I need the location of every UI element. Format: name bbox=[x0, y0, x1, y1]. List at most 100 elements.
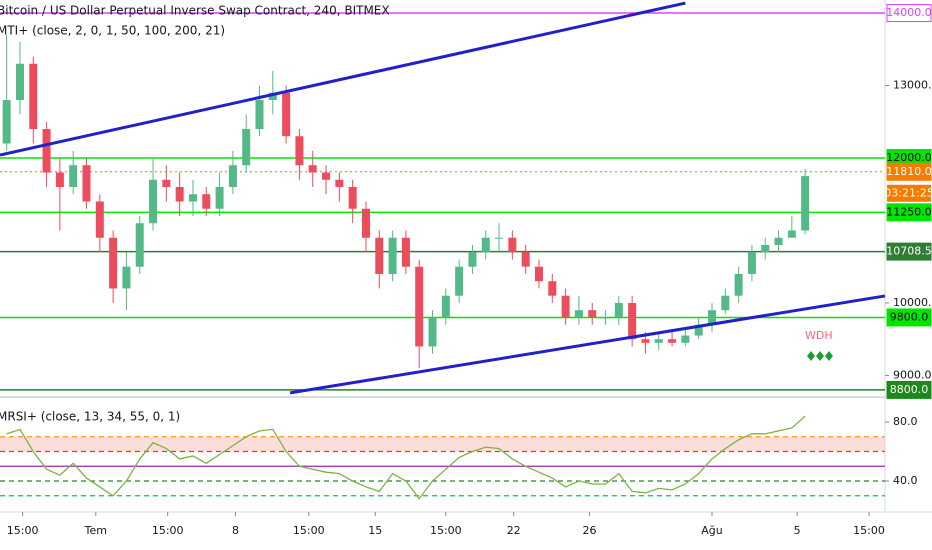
candle-body bbox=[654, 339, 663, 343]
candle-body bbox=[401, 237, 410, 267]
candle-body bbox=[135, 223, 144, 267]
candle-body bbox=[468, 252, 477, 267]
candle-body bbox=[149, 179, 158, 224]
price-tag bbox=[886, 242, 932, 261]
candle-body bbox=[69, 165, 78, 187]
x-tick-label: 26 bbox=[583, 524, 597, 537]
price-tag bbox=[886, 4, 932, 23]
chart-title: Bitcoin / US Dollar Perpetual Inverse Sw… bbox=[0, 4, 390, 18]
price-tag-label: 11810.0 bbox=[886, 165, 932, 178]
candle-body bbox=[268, 92, 277, 101]
candle-body bbox=[388, 237, 397, 274]
candle-body bbox=[415, 266, 424, 347]
candle-body bbox=[694, 324, 703, 336]
candle-body bbox=[122, 266, 131, 289]
candle-body bbox=[109, 237, 118, 289]
trendline bbox=[289, 294, 886, 395]
x-tick-label: 8 bbox=[232, 524, 239, 537]
countdown-tag bbox=[887, 184, 931, 202]
x-tick-label: 22 bbox=[507, 524, 521, 537]
candle-body bbox=[801, 176, 810, 231]
candle-body bbox=[2, 100, 11, 144]
x-tick-label: 15 bbox=[368, 524, 382, 537]
indicator-label: MTI+ (close, 2, 0, 1, 50, 100, 200, 21) bbox=[0, 24, 225, 38]
candle-body bbox=[628, 302, 637, 340]
oscillator-line bbox=[6, 415, 806, 500]
candle-body bbox=[175, 186, 184, 202]
candle-body bbox=[721, 295, 730, 311]
countdown: 03:21:25 bbox=[884, 186, 932, 199]
candle-body bbox=[82, 165, 91, 202]
candle-body bbox=[734, 273, 743, 296]
price-tag-label: 14000.0 bbox=[886, 6, 932, 19]
candle-body bbox=[548, 281, 557, 296]
candle-body bbox=[495, 237, 504, 239]
candle-body bbox=[215, 186, 224, 209]
candle-body bbox=[202, 194, 211, 209]
band bbox=[0, 436, 885, 452]
candle-body bbox=[255, 100, 264, 130]
signal-diamonds bbox=[807, 351, 833, 361]
candle-body bbox=[481, 237, 490, 253]
candle-body bbox=[295, 136, 304, 166]
candle-body bbox=[561, 295, 570, 318]
x-tick-label: Tem bbox=[84, 524, 107, 537]
plot-area bbox=[0, 1, 886, 500]
x-tick-label: 15:00 bbox=[853, 524, 885, 537]
x-tick-label: 15:00 bbox=[293, 524, 325, 537]
x-tick-label: 15:00 bbox=[430, 524, 462, 537]
candle-body bbox=[614, 302, 623, 318]
candle-body bbox=[455, 266, 464, 296]
y-tick-label: 13000.0 bbox=[893, 79, 932, 92]
candle-body bbox=[588, 310, 597, 318]
price-tag-label: 10708.5 bbox=[886, 245, 932, 258]
x-tick-label: Ağu bbox=[701, 524, 722, 537]
candle-body bbox=[308, 165, 317, 173]
candle-body bbox=[162, 179, 171, 187]
price-tag-label: 8800.0 bbox=[890, 383, 929, 396]
y-tick-label: 10000.0 bbox=[893, 296, 932, 309]
oscillator-label: MRSI+ (close, 13, 34, 55, 0, 1) bbox=[0, 410, 180, 424]
candle-body bbox=[774, 237, 783, 245]
price-tag-label: 12000.0 bbox=[886, 151, 932, 164]
price-tag bbox=[886, 162, 932, 181]
candle-body bbox=[242, 129, 251, 166]
candle-body bbox=[574, 310, 583, 318]
y-tick-label: 80.0 bbox=[893, 415, 918, 428]
candle-body bbox=[681, 335, 690, 343]
candle-body bbox=[42, 129, 51, 173]
price-tag bbox=[886, 380, 932, 399]
x-tick-label: 5 bbox=[794, 524, 801, 537]
y-tick-label: 40.0 bbox=[893, 474, 918, 487]
y-tick-label: 9000.0 bbox=[893, 368, 932, 381]
candle-body bbox=[375, 237, 384, 274]
candle-body bbox=[55, 172, 64, 187]
candle-body bbox=[641, 339, 650, 343]
candle-body bbox=[282, 92, 291, 137]
price-tag bbox=[886, 308, 932, 327]
candle-body bbox=[534, 266, 543, 282]
candle-body bbox=[348, 186, 357, 209]
candle-body bbox=[29, 63, 38, 130]
x-tick-label: 15:00 bbox=[152, 524, 184, 537]
candle-body bbox=[15, 63, 24, 101]
candle-body bbox=[707, 310, 716, 325]
x-tick-label: 15:00 bbox=[7, 524, 39, 537]
candle-body bbox=[508, 237, 517, 253]
candle-body bbox=[521, 252, 530, 267]
candle-body bbox=[441, 295, 450, 318]
candle-body bbox=[428, 317, 437, 347]
candle-body bbox=[188, 194, 197, 202]
price-tag bbox=[886, 203, 932, 222]
candle-body bbox=[95, 201, 104, 238]
candle-body bbox=[228, 165, 237, 187]
candle-body bbox=[761, 244, 770, 253]
price-tag-label: 11250.0 bbox=[886, 205, 932, 218]
candle-body bbox=[601, 317, 610, 319]
candle-body bbox=[747, 252, 756, 274]
price-tag-label: 9800.0 bbox=[890, 310, 929, 323]
annotation: WDH bbox=[805, 329, 833, 342]
candle-body bbox=[787, 230, 796, 238]
